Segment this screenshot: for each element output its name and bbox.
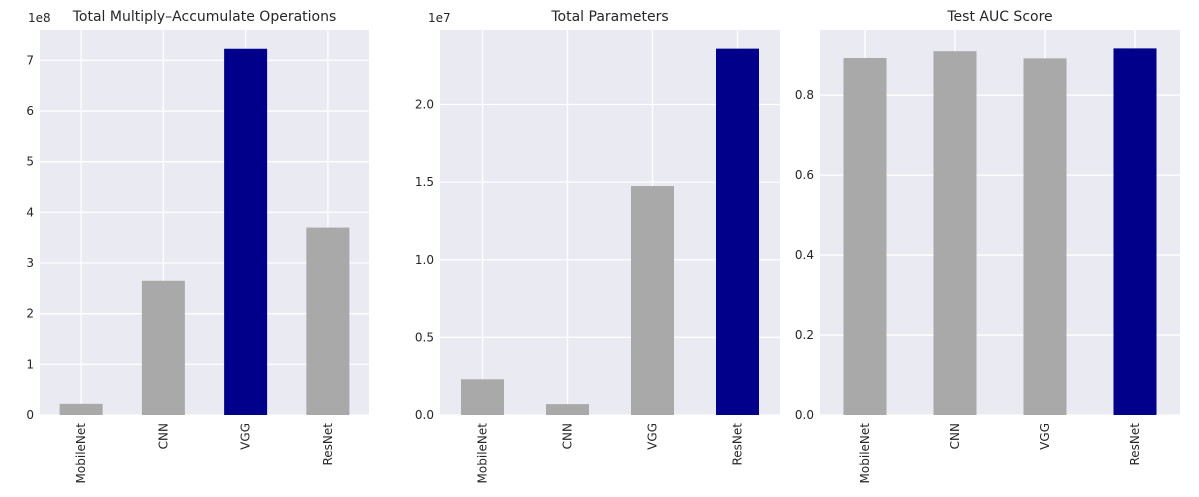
bar-vgg — [631, 186, 674, 415]
y-tick-label: 7 — [26, 53, 34, 67]
bar-mobilenet — [461, 379, 504, 415]
bar-vgg — [1023, 58, 1067, 415]
x-tick-label: MobileNet — [858, 423, 872, 484]
y-tick-label: 0.4 — [795, 248, 814, 262]
bar-cnn — [141, 280, 185, 415]
axis-offset-label: 1e7 — [428, 11, 451, 25]
y-tick-label: 1.0 — [415, 253, 434, 267]
chart-panel-3: 0.0 0.2 0.4 0.6 0.8 MobileNet CNN VGG ResNet Test… — [795, 9, 1180, 483]
y-tick-label: 5 — [26, 155, 34, 169]
x-tick-label: MobileNet — [74, 423, 88, 484]
bar-cnn — [933, 51, 977, 415]
bar-resnet — [306, 227, 350, 415]
chart-title: Test AUC Score — [946, 9, 1052, 25]
y-tick-label: 2.0 — [415, 98, 434, 112]
chart-title: Total Parameters — [550, 9, 668, 25]
y-tick-label: 1.5 — [415, 175, 434, 189]
y-tick-label: 0.0 — [415, 408, 434, 422]
y-tick-label: 4 — [26, 205, 34, 219]
x-tick-label: CNN — [561, 423, 575, 449]
y-tick-label: 3 — [26, 256, 34, 270]
x-tick-label: VGG — [239, 423, 253, 450]
x-tick-label: VGG — [646, 423, 660, 450]
y-tick-label: 0.8 — [795, 88, 814, 102]
axis-offset-label: 1e8 — [28, 11, 51, 25]
x-tick-label: ResNet — [1128, 423, 1142, 466]
y-tick-label: 2 — [26, 307, 34, 321]
y-tick-label: 0.5 — [415, 330, 434, 344]
x-tick-label: ResNet — [731, 423, 745, 466]
bar-mobilenet — [843, 57, 887, 415]
bar-resnet — [716, 48, 759, 416]
bar-cnn — [546, 404, 589, 415]
bar-resnet — [1113, 48, 1157, 416]
chart-panel-1: 0 1 2 3 4 5 6 7 MobileNet CNN VGG ResNet 1e8 Total Mu… — [26, 9, 369, 483]
chart-panel-2: 0.0 0.5 1.0 1.5 2.0 MobileNet CNN VGG ResNet 1e7 T… — [415, 9, 780, 483]
x-tick-label: CNN — [156, 423, 170, 449]
x-tick-label: MobileNet — [476, 423, 490, 484]
y-tick-label: 0.0 — [795, 408, 814, 422]
x-tick-label: VGG — [1038, 423, 1052, 450]
bar-mobilenet — [59, 403, 103, 415]
x-tick-label: CNN — [948, 423, 962, 449]
y-tick-label: 6 — [26, 104, 34, 118]
chart-title: Total Multiply–Accumulate Operations — [72, 9, 337, 25]
bar-vgg — [224, 48, 268, 416]
y-tick-label: 0.6 — [795, 168, 814, 182]
x-tick-label: ResNet — [321, 423, 335, 466]
y-tick-label: 0 — [26, 408, 34, 422]
y-tick-label: 0.2 — [795, 328, 814, 342]
y-tick-label: 1 — [26, 357, 34, 371]
